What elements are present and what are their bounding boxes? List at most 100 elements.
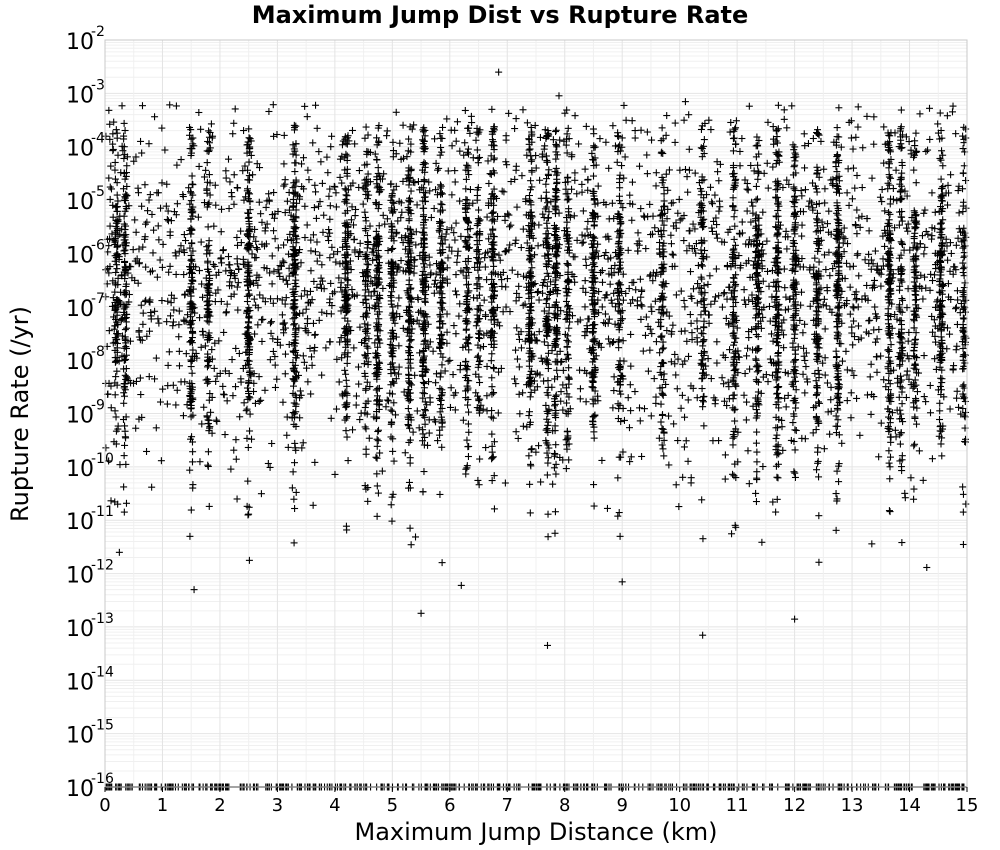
data-point [802,363,810,371]
data-point [109,140,117,148]
data-point [105,106,113,114]
data-point [415,320,423,328]
data-point [420,390,428,398]
data-point [552,164,560,172]
data-point [553,180,561,188]
data-point [235,349,243,357]
data-point [261,386,269,394]
data-point [158,297,166,305]
data-point [627,453,635,461]
data-point [342,376,350,384]
data-point [609,122,617,130]
data-point [121,441,129,449]
data-point [931,208,939,216]
data-point [476,307,484,315]
data-point [547,278,555,286]
data-point [603,504,611,512]
data-point [338,179,346,187]
data-point [764,118,772,126]
data-point [662,380,670,388]
data-point [198,280,206,288]
data-point [154,315,162,323]
data-point [172,102,180,110]
data-point [304,315,312,323]
data-point [638,287,646,295]
data-point [301,234,309,242]
data-point [188,369,196,377]
data-point [498,282,506,290]
data-point [646,200,654,208]
data-point [668,250,676,258]
data-point [463,281,471,289]
data-point [676,216,684,224]
data-point [432,379,440,387]
data-point [211,298,219,306]
data-point [306,287,314,295]
data-point [175,347,183,355]
data-point [374,489,382,497]
data-point [374,437,382,445]
data-point [153,189,161,197]
data-point [425,253,433,261]
data-point [866,373,874,381]
data-point [229,130,237,138]
data-point [172,270,180,278]
data-point [175,307,183,315]
data-point [197,125,205,133]
data-point [487,413,495,421]
data-point [122,499,130,507]
data-point [482,444,490,452]
data-point [404,405,412,413]
data-point [187,197,195,205]
data-point [571,169,579,177]
data-point [628,216,636,224]
data-point [588,383,596,391]
data-point [243,405,251,413]
data-point [954,296,962,304]
data-point [652,169,660,177]
scatter-points [102,68,970,791]
data-point [590,481,598,489]
data-point [480,296,488,304]
data-point [230,171,238,179]
data-point [405,478,413,486]
data-point [589,125,597,133]
data-point [109,130,117,138]
data-point [582,261,590,269]
data-point [636,162,644,170]
data-point [194,213,202,221]
data-point [610,373,618,381]
data-point [464,443,472,451]
data-point [763,237,771,245]
data-point [463,265,471,273]
data-point [490,365,498,373]
data-point [269,347,277,355]
data-point [637,126,645,134]
data-point [204,223,212,231]
data-point [846,283,854,291]
data-point [525,452,533,460]
data-point [633,297,641,305]
data-point [798,192,806,200]
data-point [309,319,317,327]
data-point [255,373,263,381]
data-point [861,256,869,264]
data-point [457,232,465,240]
data-point [903,367,911,375]
data-point [844,240,852,248]
data-point [680,237,688,245]
data-point [301,102,309,110]
data-point [549,480,557,488]
data-point [544,158,552,166]
data-point [134,189,142,197]
data-point [904,285,912,293]
data-point [562,185,570,193]
data-point [326,254,334,262]
data-point [158,179,166,187]
data-point [243,298,251,306]
data-point [897,106,905,114]
data-point [186,532,194,540]
data-point [204,246,212,254]
data-point [132,153,140,161]
data-point [164,297,172,305]
